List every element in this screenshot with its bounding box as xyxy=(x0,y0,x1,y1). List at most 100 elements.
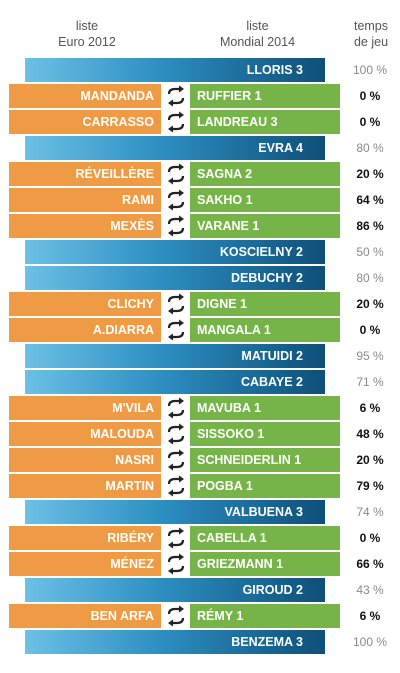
playing-time-value: 48 % xyxy=(356,427,384,441)
euro-player-bar: NASRI xyxy=(9,448,161,472)
playing-time-value: 0 % xyxy=(359,89,381,103)
euro-player-bar: CARRASSO xyxy=(9,110,161,134)
playing-time-value: 0 % xyxy=(359,531,381,545)
swap-arrows-icon xyxy=(165,292,187,316)
playing-time-value: 6 % xyxy=(359,609,381,623)
header-euro: liste Euro 2012 xyxy=(32,18,142,50)
swap-arrows-icon xyxy=(165,526,187,550)
table-row: VALBUENA 3 74 % xyxy=(0,500,400,524)
swap-arrows-icon xyxy=(165,474,187,498)
euro-player-bar: MÉNEZ xyxy=(9,552,161,576)
swap-arrows-icon xyxy=(165,604,187,628)
table-row: RÉVEILLÈRE SAGNA 2 20 % xyxy=(0,162,400,186)
table-row: MEXÈS VARANE 1 86 % xyxy=(0,214,400,238)
euro-player-bar: MARTIN xyxy=(9,474,161,498)
header-temps-line1: temps xyxy=(353,19,389,33)
playing-time-value: 43 % xyxy=(356,583,384,597)
mondial-player-bar: POGBA 1 xyxy=(190,474,340,498)
table-row: BEN ARFA RÉMY 1 6 % xyxy=(0,604,400,628)
playing-time-value: 71 % xyxy=(356,375,384,389)
playing-time-value: 20 % xyxy=(356,297,384,311)
euro-player-bar: RAMI xyxy=(9,188,161,212)
playing-time-value: 0 % xyxy=(359,323,381,337)
mondial-player-bar: MANGALA 1 xyxy=(190,318,340,342)
header-mondial: liste Mondial 2014 xyxy=(200,18,315,50)
mondial-player-bar: RÉMY 1 xyxy=(190,604,340,628)
playing-time-value: 6 % xyxy=(359,401,381,415)
playing-time-value: 86 % xyxy=(356,219,384,233)
mondial-player-bar: SCHNEIDERLIN 1 xyxy=(190,448,340,472)
header-mondial-line1: liste xyxy=(246,19,269,33)
euro-player-bar: CLICHY xyxy=(9,292,161,316)
playing-time-value: 79 % xyxy=(356,479,384,493)
mondial-player-bar: GRIEZMANN 1 xyxy=(190,552,340,576)
table-row: BENZEMA 3 100 % xyxy=(0,630,400,654)
playing-time-value: 20 % xyxy=(356,453,384,467)
table-row: CLICHY DIGNE 1 20 % xyxy=(0,292,400,316)
euro-player-bar: MALOUDA xyxy=(9,422,161,446)
playing-time-value: 74 % xyxy=(356,505,384,519)
kept-player-bar: BENZEMA 3 xyxy=(25,630,325,654)
header-mondial-line2: Mondial 2014 xyxy=(219,35,296,49)
table-row: RAMI SAKHO 1 64 % xyxy=(0,188,400,212)
table-row: MARTIN POGBA 1 79 % xyxy=(0,474,400,498)
swap-arrows-icon xyxy=(165,396,187,420)
table-row: CABAYE 2 71 % xyxy=(0,370,400,394)
header-euro-line2: Euro 2012 xyxy=(58,35,116,49)
table-row: LLORIS 3 100 % xyxy=(0,58,400,82)
mondial-player-bar: RUFFIER 1 xyxy=(190,84,340,108)
table-row: MÉNEZ GRIEZMANN 1 66 % xyxy=(0,552,400,576)
kept-player-bar: EVRA 4 xyxy=(25,136,325,160)
playing-time-value: 64 % xyxy=(356,193,384,207)
swap-arrows-icon xyxy=(165,318,187,342)
playing-time-value: 50 % xyxy=(356,245,384,259)
kept-player-bar: VALBUENA 3 xyxy=(25,500,325,524)
swap-arrows-icon xyxy=(165,448,187,472)
swap-arrows-icon xyxy=(165,214,187,238)
table-row: A.DIARRA MANGALA 1 0 % xyxy=(0,318,400,342)
header-temps-line2: de jeu xyxy=(353,35,389,49)
kept-player-bar: DEBUCHY 2 xyxy=(25,266,325,290)
swap-arrows-icon xyxy=(165,84,187,108)
playing-time-value: 0 % xyxy=(359,115,381,129)
mondial-player-bar: SAGNA 2 xyxy=(190,162,340,186)
table-row: CARRASSO LANDREAU 3 0 % xyxy=(0,110,400,134)
table-row: MANDANDA RUFFIER 1 0 % xyxy=(0,84,400,108)
euro-player-bar: MANDANDA xyxy=(9,84,161,108)
euro-player-bar: MEXÈS xyxy=(9,214,161,238)
table-row: EVRA 4 80 % xyxy=(0,136,400,160)
table-row: KOSCIELNY 2 50 % xyxy=(0,240,400,264)
playing-time-value: 20 % xyxy=(356,167,384,181)
playing-time-value: 80 % xyxy=(356,271,384,285)
table-row: M'VILA MAVUBA 1 6 % xyxy=(0,396,400,420)
playing-time-value: 100 % xyxy=(352,635,388,649)
mondial-player-bar: LANDREAU 3 xyxy=(190,110,340,134)
mondial-player-bar: CABELLA 1 xyxy=(190,526,340,550)
euro-player-bar: RIBÉRY xyxy=(9,526,161,550)
playing-time-value: 100 % xyxy=(352,63,388,77)
euro-player-bar: RÉVEILLÈRE xyxy=(9,162,161,186)
playing-time-value: 66 % xyxy=(356,557,384,571)
euro-player-bar: M'VILA xyxy=(9,396,161,420)
mondial-player-bar: VARANE 1 xyxy=(190,214,340,238)
table-row: DEBUCHY 2 80 % xyxy=(0,266,400,290)
table-row: MATUIDI 2 95 % xyxy=(0,344,400,368)
kept-player-bar: LLORIS 3 xyxy=(25,58,325,82)
swap-arrows-icon xyxy=(165,162,187,186)
swap-arrows-icon xyxy=(165,110,187,134)
euro-player-bar: BEN ARFA xyxy=(9,604,161,628)
table-row: RIBÉRY CABELLA 1 0 % xyxy=(0,526,400,550)
swap-arrows-icon xyxy=(165,422,187,446)
mondial-player-bar: SAKHO 1 xyxy=(190,188,340,212)
kept-player-bar: CABAYE 2 xyxy=(25,370,325,394)
swap-arrows-icon xyxy=(165,552,187,576)
header-temps: temps de jeu xyxy=(342,18,400,50)
playing-time-value: 95 % xyxy=(356,349,384,363)
mondial-player-bar: MAVUBA 1 xyxy=(190,396,340,420)
mondial-player-bar: SISSOKO 1 xyxy=(190,422,340,446)
kept-player-bar: MATUIDI 2 xyxy=(25,344,325,368)
kept-player-bar: KOSCIELNY 2 xyxy=(25,240,325,264)
table-row: NASRI SCHNEIDERLIN 1 20 % xyxy=(0,448,400,472)
mondial-player-bar: DIGNE 1 xyxy=(190,292,340,316)
euro-player-bar: A.DIARRA xyxy=(9,318,161,342)
